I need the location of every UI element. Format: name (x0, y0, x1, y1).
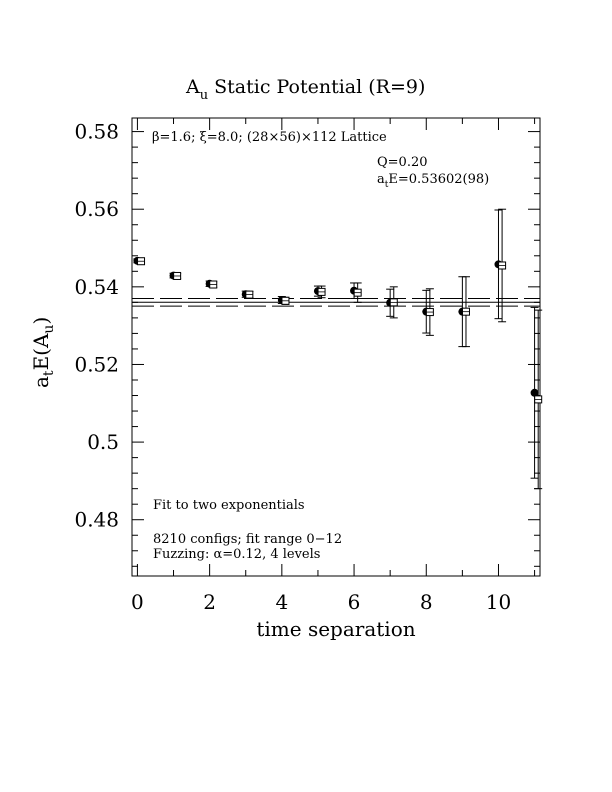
x-tick-label: 0 (131, 590, 144, 614)
x-axis-tick-labels: 0 2 4 6 8 10 (131, 590, 511, 614)
q-value-annotation: Q=0.20 (377, 155, 428, 170)
fuzzing-annotation: Fuzzing: α=0.12, 4 levels (153, 547, 320, 562)
y-axis-tick-labels: 0.48 0.5 0.52 0.54 0.56 0.58 (74, 120, 119, 532)
y-tick-label: 0.56 (74, 197, 119, 221)
lattice-annotation: β=1.6; ξ=8.0; (28×56)×112 Lattice (152, 130, 387, 145)
fit-band (132, 297, 540, 307)
fit-description: Fit to two exponentials (153, 498, 305, 513)
y-axis-label: atE(Au) (29, 317, 57, 388)
x-tick-label: 6 (348, 590, 361, 614)
x-tick-label: 4 (275, 590, 288, 614)
y-tick-label: 0.54 (74, 275, 119, 299)
x-tick-label: 8 (420, 590, 433, 614)
x-axis-label: time separation (256, 617, 415, 641)
x-axis-ticks (136, 118, 536, 576)
data-point-circle (530, 388, 539, 397)
y-tick-label: 0.52 (74, 352, 119, 376)
configs-annotation: 8210 configs; fit range 0−12 (153, 532, 342, 547)
y-tick-label: 0.48 (74, 508, 119, 532)
data-points (133, 208, 543, 490)
chart-title: Au Static Potential (R=9) (185, 76, 425, 103)
energy-annotation: atE=0.53602(98) (377, 172, 489, 190)
x-tick-label: 10 (486, 590, 511, 614)
y-tick-label: 0.5 (87, 430, 119, 454)
plot-frame (131, 117, 541, 577)
y-tick-label: 0.58 (74, 120, 119, 144)
x-tick-label: 2 (203, 590, 216, 614)
